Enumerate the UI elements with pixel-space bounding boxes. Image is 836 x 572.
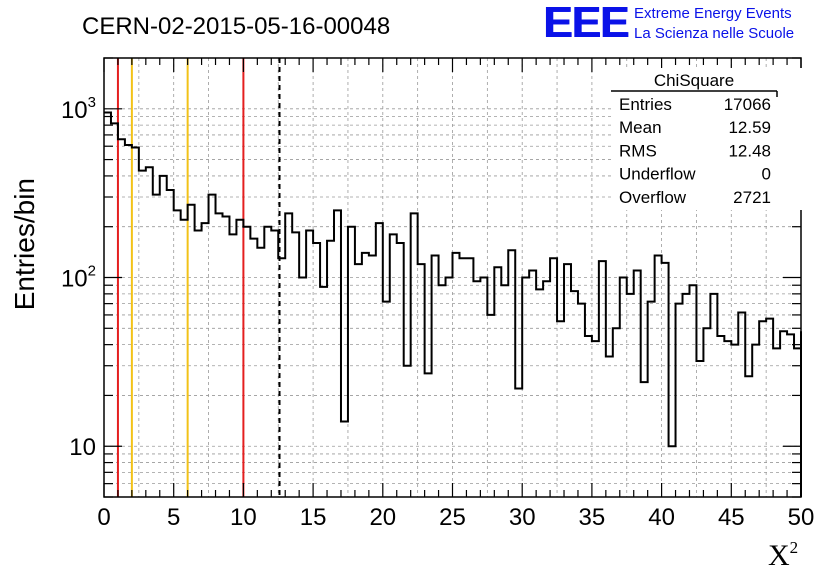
stats-row-value: 17066 [724, 95, 771, 114]
y-tick-label-base: 10 [61, 97, 88, 124]
x-tick-label: 35 [579, 504, 606, 531]
stats-row-value: 12.48 [728, 141, 771, 160]
stats-row-label: Overflow [619, 188, 687, 207]
stats-row-value: 2721 [733, 188, 771, 207]
stats-row-value: 0 [762, 165, 771, 184]
stats-row-label: Underflow [619, 165, 696, 184]
x-axis-label-exponent: 2 [790, 538, 799, 557]
x-axis-label-base: X [768, 539, 790, 572]
x-tick-label: 20 [369, 504, 396, 531]
x-tick-label: 40 [648, 504, 675, 531]
x-tick-label: 25 [439, 504, 466, 531]
stats-row-label: Entries [619, 95, 672, 114]
stats-row-value: 12.59 [728, 118, 771, 137]
stats-row-label: Mean [619, 118, 662, 137]
x-tick-label: 50 [788, 504, 815, 531]
x-tick-label: 45 [718, 504, 745, 531]
y-tick-label-base: 10 [69, 434, 96, 461]
x-axis-label: X2 [768, 538, 798, 572]
x-tick-label: 5 [167, 504, 180, 531]
x-tick-label: 10 [230, 504, 257, 531]
histogram-line [104, 111, 802, 497]
chart-title: CERN-02-2015-05-16-00048 [82, 13, 390, 40]
x-tick-label: 0 [97, 504, 110, 531]
y-tick-label: 10 [69, 434, 96, 461]
eee-logo-line2: La Scienza nelle Scuole [634, 25, 795, 42]
y-tick-label-exponent: 2 [88, 263, 96, 280]
stats-title: ChiSquare [654, 71, 734, 90]
stats-row-label: RMS [619, 141, 657, 160]
eee-logo-mark: EEE [543, 0, 629, 47]
y-tick-label-base: 10 [61, 266, 88, 293]
x-tick-label: 30 [509, 504, 536, 531]
eee-logo-text: Extreme Energy Events La Scienza nelle S… [634, 4, 794, 44]
histogram-series [104, 111, 802, 497]
eee-logo-line1: Extreme Energy Events [634, 5, 792, 22]
y-axis-label: Entries/bin [9, 178, 40, 310]
y-tick-label: 102 [61, 263, 96, 293]
y-tick-label-exponent: 3 [88, 94, 96, 111]
eee-logo: EEE Extreme Energy Events La Scienza nel… [543, 1, 794, 45]
stats-box: ChiSquare Entries 17066 Mean 12.59 RMS 12.48 Un… [611, 68, 807, 210]
x-tick-label: 15 [300, 504, 327, 531]
y-tick-label: 103 [61, 94, 96, 124]
